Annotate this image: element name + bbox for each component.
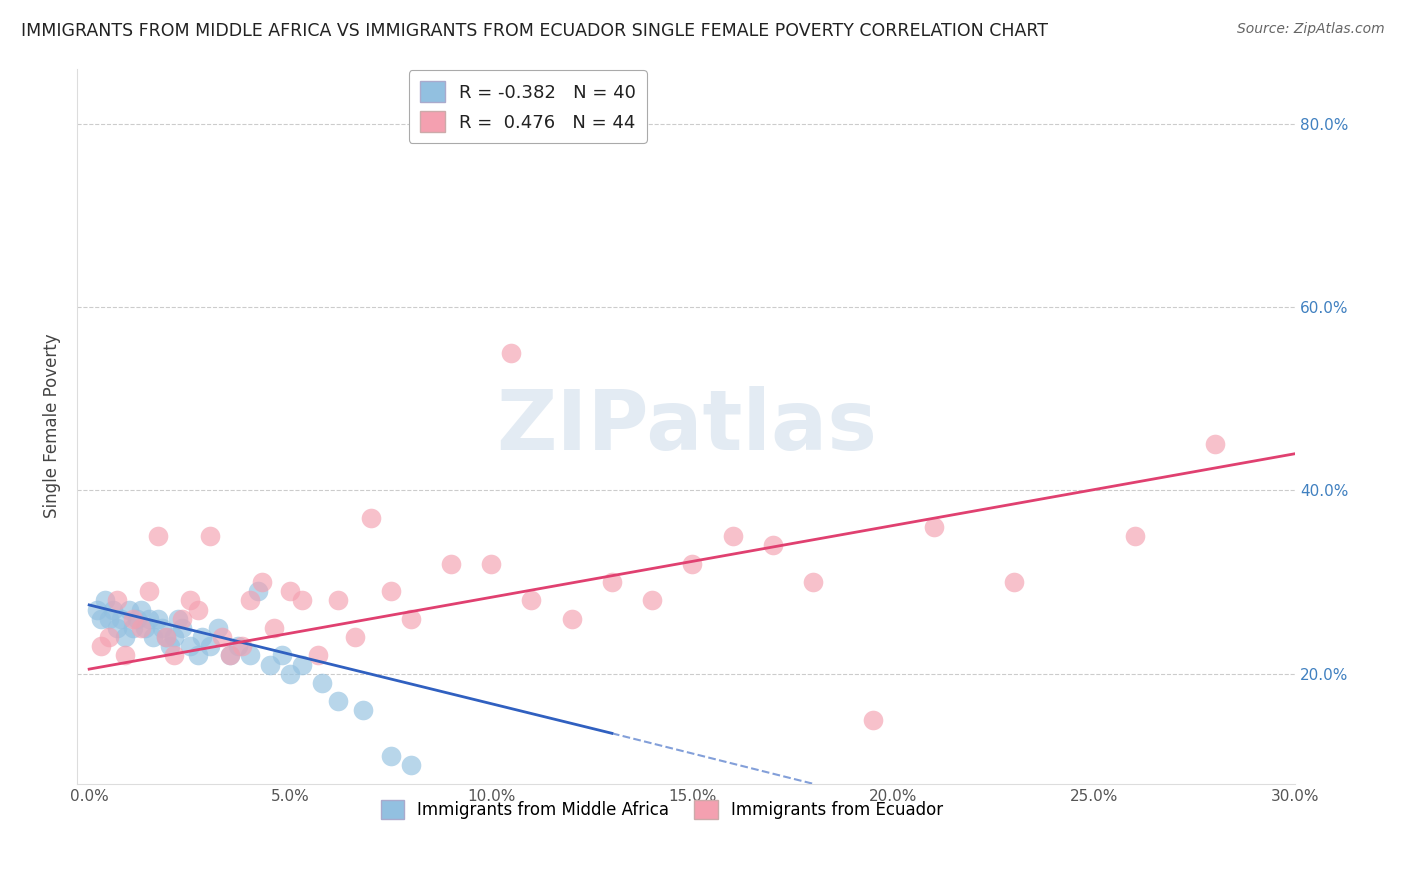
Point — [179, 593, 201, 607]
Point — [360, 511, 382, 525]
Point — [440, 557, 463, 571]
Point — [311, 676, 333, 690]
Point — [328, 593, 350, 607]
Point — [231, 639, 253, 653]
Point — [114, 630, 136, 644]
Point — [681, 557, 703, 571]
Y-axis label: Single Female Poverty: Single Female Poverty — [44, 334, 60, 518]
Point — [187, 648, 209, 663]
Point — [150, 621, 173, 635]
Point — [399, 612, 422, 626]
Point — [219, 648, 242, 663]
Point — [721, 529, 744, 543]
Point — [162, 630, 184, 644]
Text: IMMIGRANTS FROM MIDDLE AFRICA VS IMMIGRANTS FROM ECUADOR SINGLE FEMALE POVERTY C: IMMIGRANTS FROM MIDDLE AFRICA VS IMMIGRA… — [21, 22, 1047, 40]
Point — [127, 612, 149, 626]
Point — [291, 657, 314, 672]
Point — [122, 612, 145, 626]
Point — [343, 630, 366, 644]
Point — [198, 639, 221, 653]
Point — [146, 529, 169, 543]
Point — [219, 648, 242, 663]
Point — [247, 584, 270, 599]
Point — [94, 593, 117, 607]
Point — [278, 584, 301, 599]
Point — [380, 584, 402, 599]
Point — [259, 657, 281, 672]
Text: ZIPatlas: ZIPatlas — [496, 385, 877, 467]
Point — [198, 529, 221, 543]
Point — [110, 612, 132, 626]
Point — [239, 593, 262, 607]
Point — [86, 602, 108, 616]
Legend: Immigrants from Middle Africa, Immigrants from Ecuador: Immigrants from Middle Africa, Immigrant… — [374, 793, 950, 825]
Point — [155, 630, 177, 644]
Point — [278, 666, 301, 681]
Point — [103, 602, 125, 616]
Point — [105, 593, 128, 607]
Point — [98, 630, 121, 644]
Point — [922, 520, 945, 534]
Point — [307, 648, 329, 663]
Point — [399, 758, 422, 772]
Point — [114, 648, 136, 663]
Point — [862, 713, 884, 727]
Point — [138, 612, 160, 626]
Point — [1123, 529, 1146, 543]
Point — [170, 612, 193, 626]
Point — [187, 602, 209, 616]
Point — [90, 612, 112, 626]
Point — [122, 621, 145, 635]
Point — [155, 630, 177, 644]
Point — [142, 630, 165, 644]
Point — [146, 612, 169, 626]
Point — [250, 574, 273, 589]
Point — [211, 630, 233, 644]
Point — [131, 602, 153, 616]
Point — [207, 621, 229, 635]
Point — [98, 612, 121, 626]
Point — [501, 345, 523, 359]
Point — [159, 639, 181, 653]
Point — [134, 621, 156, 635]
Point — [600, 574, 623, 589]
Point — [762, 538, 785, 552]
Point — [239, 648, 262, 663]
Point — [118, 602, 141, 616]
Point — [1204, 437, 1226, 451]
Point — [291, 593, 314, 607]
Point — [1002, 574, 1025, 589]
Point — [90, 639, 112, 653]
Point — [162, 648, 184, 663]
Point — [179, 639, 201, 653]
Point — [190, 630, 212, 644]
Point — [170, 621, 193, 635]
Point — [166, 612, 188, 626]
Point — [328, 694, 350, 708]
Point — [352, 703, 374, 717]
Point — [138, 584, 160, 599]
Point — [271, 648, 294, 663]
Point — [380, 749, 402, 764]
Point — [479, 557, 502, 571]
Point — [801, 574, 824, 589]
Point — [641, 593, 664, 607]
Point — [561, 612, 583, 626]
Point — [263, 621, 285, 635]
Point — [520, 593, 543, 607]
Text: Source: ZipAtlas.com: Source: ZipAtlas.com — [1237, 22, 1385, 37]
Point — [105, 621, 128, 635]
Point — [226, 639, 249, 653]
Point — [131, 621, 153, 635]
